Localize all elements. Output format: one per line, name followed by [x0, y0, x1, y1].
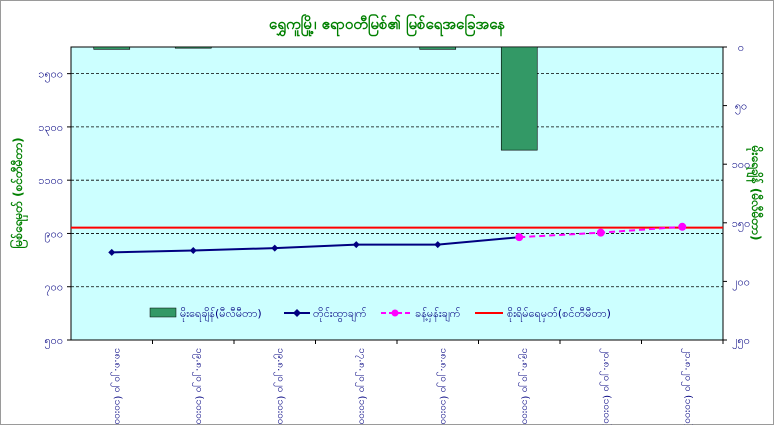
forecast-point — [596, 228, 605, 237]
y-axis-right-label: မိုးရေချိန် (မီလီမီတာ) — [745, 145, 765, 241]
legend-label-measured: တိုင်းထွာချက် — [313, 307, 367, 322]
rainfall-bars — [93, 46, 538, 151]
x-tick-label: ၁၈.၈.၂၀၂၀ (၁၀း၀၀) — [436, 348, 449, 425]
y-right-tick-label: ၀ — [738, 41, 744, 54]
y-left-tick-label: ၁၁၀၀ — [38, 174, 63, 187]
forecast-point — [678, 222, 687, 231]
legend: မိုးရေချိန်(မီလီမီတာ) တိုင်းထွာချက် ခန့်… — [149, 307, 611, 322]
legend-marker-forecast — [391, 309, 399, 317]
y-right-tick-label: ၂၀၀ — [732, 275, 750, 290]
y-left-tick-label: ၇၀၀ — [44, 281, 63, 296]
rainfall-bar — [93, 46, 131, 50]
measured-point — [108, 248, 116, 256]
y-right-tick-label: ၂၅၀ — [732, 334, 750, 349]
rainfall-bar — [500, 46, 538, 151]
y-left-tick-label: ၅၀၀ — [44, 334, 63, 349]
y-right-tick-label: ၅၀ — [735, 100, 747, 115]
legend-label-forecast: ခန့်မှန်းချက် — [415, 307, 461, 322]
measured-point — [352, 241, 360, 249]
x-tick-label: ၁၈.၈.၂၀၂၀ (၁၀း၀၀) — [110, 348, 123, 425]
axis-ticks: ၅၀၀ ၇၀၀ ၉၀၀ ၁၁၀၀ ၁၃၀၀ ၁၅၀၀ ၀၅၀၁၀၀၁၅၀၂၀၀၂၅၀၁၈.၈… — [38, 41, 751, 429]
gridlines — [71, 73, 723, 288]
forecast-point — [515, 233, 524, 242]
rainfall-bar — [419, 46, 457, 50]
x-tick-label: ၂၁.၈.၂၀၂၀ (၁၀း၀၀) — [680, 348, 693, 425]
measured-point — [434, 241, 442, 249]
y-right-tick-label: ၁၅၀ — [732, 217, 751, 232]
legend-label-warning: စိုးရိမ်ရေမှတ်(စင်တီမီတာ) — [507, 307, 611, 322]
legend-swatch-rainfall — [149, 307, 177, 318]
x-tick-label: ၁၇.၈.၂၀၂၀ (၁၀း၀၀) — [354, 348, 367, 425]
rainfall-bar — [174, 46, 212, 49]
y-right-tick-label: ၁၀၀ — [732, 158, 751, 171]
y-left-tick-label: ၉၀၀ — [44, 227, 63, 242]
plot-area — [70, 46, 724, 341]
line-series — [71, 222, 723, 256]
x-tick-label: ၁၉.၈.၂၀၂၀ (၁၀း၀၀) — [191, 348, 204, 425]
y-axis-left-label: မြစ်ရေမှတ် (စင်တီမီတာ) — [8, 137, 29, 248]
y-left-tick-label: ၁၃၀၀ — [38, 121, 63, 136]
measured-point — [271, 244, 279, 252]
x-tick-label: ၂၀.၈.၂၀၂၀ (၁၀း၀၀) — [599, 348, 612, 425]
x-tick-label: ၁၉.၈.၂၀၂၀ (၁၀း၀၀) — [517, 348, 530, 425]
legend-marker-measured — [293, 309, 301, 317]
y-left-tick-label: ၁၅၀၀ — [38, 68, 63, 83]
measured-line — [111, 236, 520, 254]
measured-point — [189, 247, 197, 255]
legend-label-rainfall: မိုးရေချိန်(မီလီမီတာ) — [180, 307, 262, 322]
x-tick-label: ၁၉.၈.၂၀၂၀ (၁၀း၀၀) — [273, 348, 286, 425]
